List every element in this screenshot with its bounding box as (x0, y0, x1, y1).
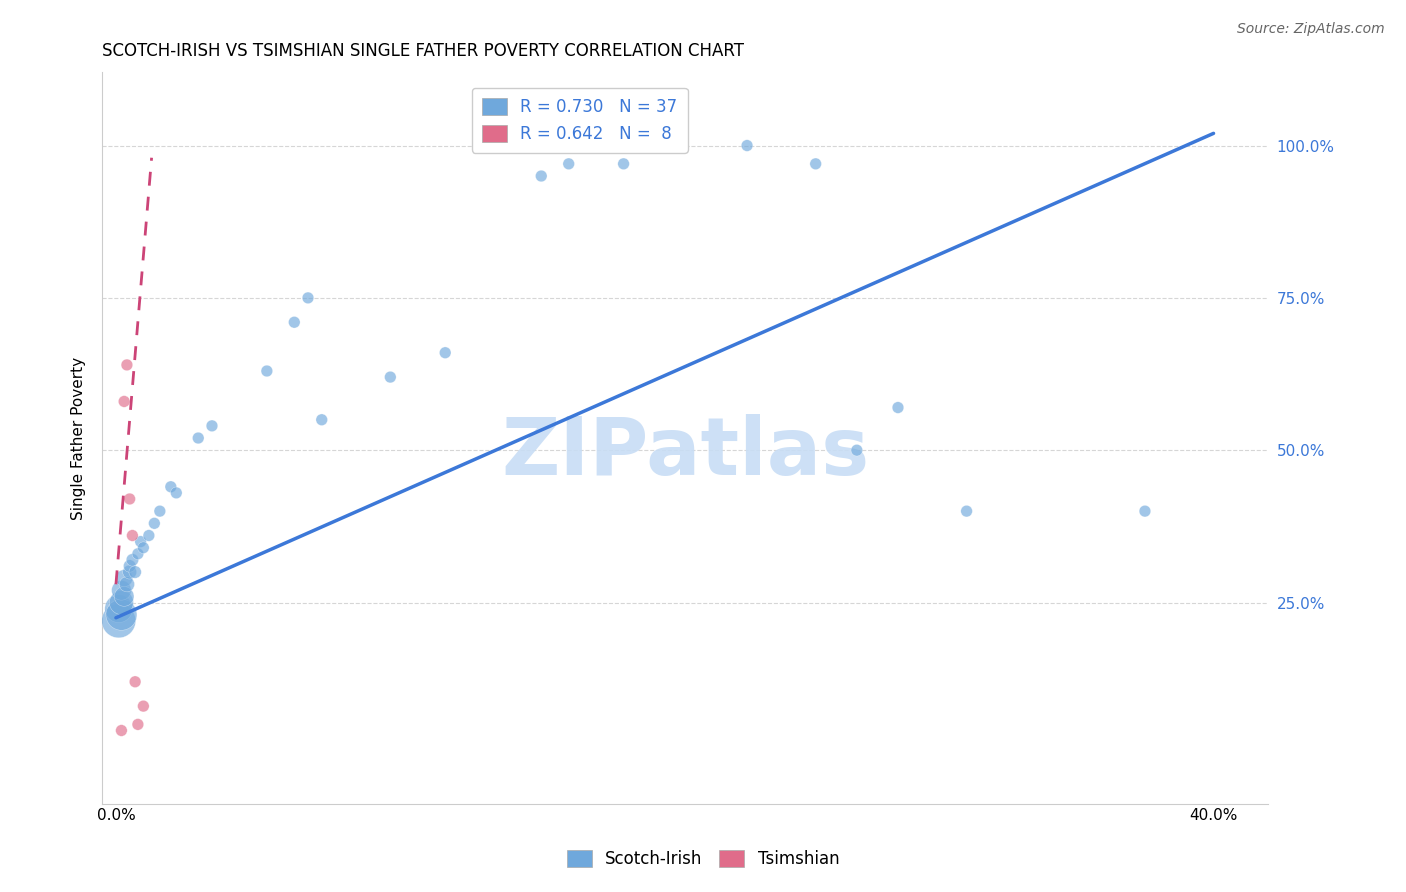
Point (129, 534, 152, 549)
Point (112, 571, 135, 585)
Point (132, 541, 155, 555)
Point (107, 614, 129, 628)
Point (1133, 504, 1156, 518)
Point (138, 528, 160, 542)
Point (434, 345, 457, 359)
Point (110, 595, 132, 609)
Point (311, 413, 333, 427)
Point (118, 491, 141, 506)
Point (804, 157, 827, 171)
Point (187, 431, 209, 445)
Legend: Scotch-Irish, Tsimshian: Scotch-Irish, Tsimshian (560, 843, 846, 875)
Point (530, 169, 553, 183)
Point (132, 699, 155, 714)
Point (110, 723, 132, 738)
Point (115, 358, 138, 372)
Point (115, 577, 138, 591)
Point (110, 583, 132, 598)
Point (845, 443, 868, 458)
Point (107, 601, 129, 615)
Point (124, 674, 146, 689)
Point (613, 157, 636, 171)
Y-axis label: Single Father Poverty: Single Father Poverty (72, 357, 86, 519)
Point (380, 370, 402, 384)
Point (110, 607, 132, 622)
Text: Source: ZipAtlas.com: Source: ZipAtlas.com (1237, 22, 1385, 37)
Point (283, 315, 305, 329)
Point (127, 547, 149, 561)
Point (297, 291, 319, 305)
Point (118, 565, 141, 579)
Point (165, 486, 187, 500)
Point (121, 528, 143, 542)
Point (955, 504, 977, 518)
Point (256, 364, 278, 378)
Point (201, 418, 224, 433)
Point (121, 553, 143, 567)
Point (124, 565, 146, 579)
Legend: R = 0.730   N = 37, R = 0.642   N =  8: R = 0.730 N = 37, R = 0.642 N = 8 (472, 88, 688, 153)
Point (735, 138, 758, 153)
Point (127, 717, 149, 731)
Point (112, 394, 135, 409)
Point (887, 401, 910, 415)
Text: SCOTCH-IRISH VS TSIMSHIAN SINGLE FATHER POVERTY CORRELATION CHART: SCOTCH-IRISH VS TSIMSHIAN SINGLE FATHER … (103, 42, 744, 60)
Point (159, 480, 181, 494)
Point (112, 590, 135, 604)
Point (143, 516, 166, 531)
Point (118, 559, 141, 574)
Point (149, 504, 172, 518)
Text: ZIPatlas: ZIPatlas (501, 414, 869, 491)
Point (557, 157, 579, 171)
